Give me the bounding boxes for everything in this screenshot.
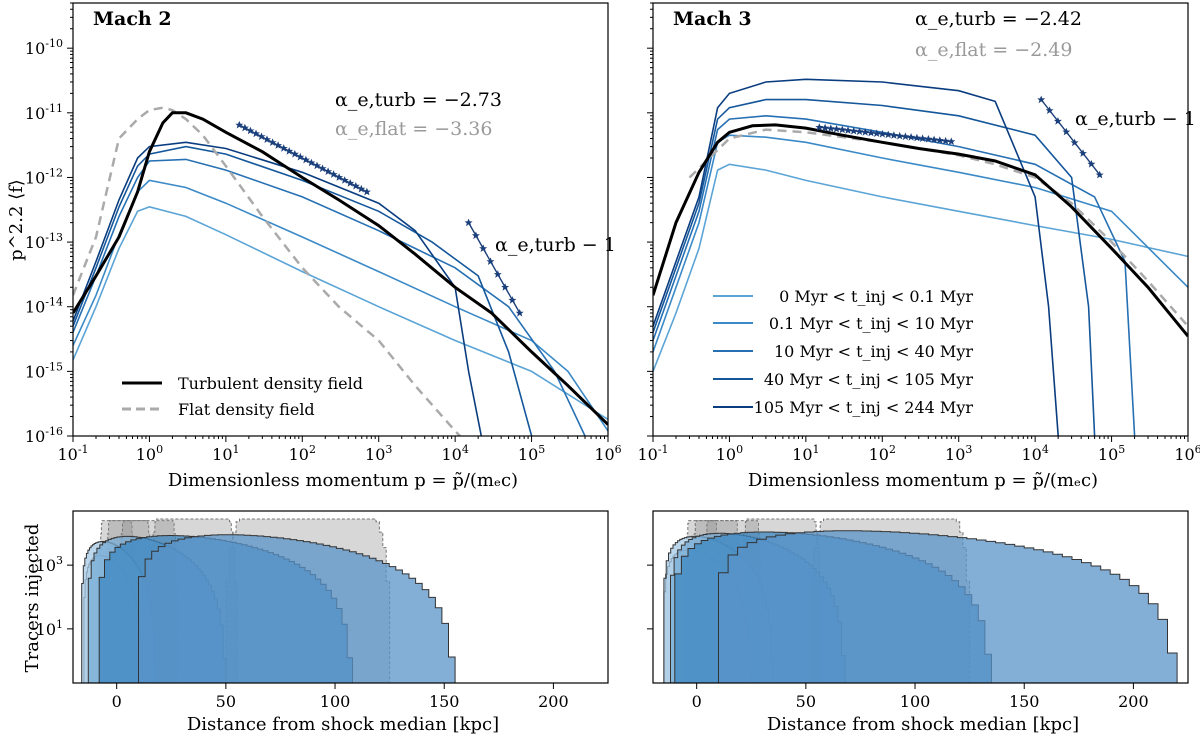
tinj-line-2 [73,179,608,432]
fit-marker [515,309,524,317]
tinj-line-5 [653,78,1059,436]
y-tick-label: 10-13 [25,231,63,252]
x-tick-label: 10-1 [57,443,88,464]
hist-frame-br [652,510,1189,684]
legend-top-left: Turbulent density field Flat density fie… [122,374,363,419]
x-tick-label: 100 [716,443,743,464]
slope-label-mach3: α_e,turb − 1 [1075,108,1196,130]
x-tick-label: 103 [365,443,392,464]
alpha-turb-label-mach2: α_e,turb = −2.73 [335,89,502,111]
x-tick-label: 102 [289,443,316,464]
slope-label-mach2: α_e,turb − 1 [495,234,616,256]
x-tick-label: 105 [518,443,545,464]
tinj-line-3 [73,158,586,436]
panel-title-mach2: Mach 2 [93,8,172,30]
x-tick-label: 50 [796,692,816,711]
x-tick-label: 0 [112,692,122,711]
x-tick-label: 50 [216,692,236,711]
y-tick-label: 101 [36,618,63,639]
y-tick-label: 10-10 [25,37,63,58]
panel-title-mach3: Mach 3 [673,8,752,30]
axes-frame-tr [652,2,1189,437]
y-tick-label: 10-12 [25,166,63,187]
fit-marker [486,257,495,265]
legend-entry-tinj-3: 10 Myr < t_inj < 40 Myr [774,342,973,361]
y-tick-label: 10-15 [25,360,63,381]
x-tick-label: 102 [869,443,896,464]
tinj-line-1 [653,163,1188,372]
x-tick-label: 101 [212,443,239,464]
tinj-line-3 [653,114,1136,436]
x-tick-label: 106 [1174,443,1200,464]
x-tick-label: 200 [1118,692,1149,711]
alpha-flat-label-mach3: α_e,flat = −2.49 [915,39,1072,61]
x-tick-label: 104 [1021,443,1048,464]
x-tick-label: 150 [1009,692,1040,711]
plot-layer: 10-1 100 101 102 103 104 105 10610-1610-1510-14… [25,2,1200,711]
ylabel-bottom: Tracers injected [22,524,43,673]
xlabel-bottom-left: Distance from shock median [kpc] [187,714,499,735]
alpha-turb-label-mach3: α_e,turb = −2.42 [915,8,1082,30]
y-tick-label: 103 [36,554,63,575]
xlabel-top-left: Dimensionless momentum p = p̃/(mₑc) [168,470,518,491]
x-tick-label: 200 [538,692,569,711]
fit-marker [493,270,502,278]
x-tick-label: 100 [900,692,931,711]
xlabel-top-right: Dimensionless momentum p = p̃/(mₑc) [748,470,1098,491]
x-tick-label: 100 [136,443,163,464]
alpha-flat-label-mach2: α_e,flat = −3.36 [335,118,492,140]
x-tick-label: 100 [320,692,351,711]
hist-area-bl [81,518,456,683]
legend-entry-tinj-4: 40 Myr < t_inj < 105 Myr [764,370,974,389]
fit-marker [1037,95,1046,104]
legend-entry-tinj-1: 0 Myr < t_inj < 0.1 Myr [779,287,973,306]
tinj-line-4 [73,145,533,436]
tinj-line-4 [653,98,1096,436]
fit-marker [464,218,473,227]
x-tick-label: 150 [429,692,460,711]
flat-line [73,106,462,436]
legend-entry-turbulent: Turbulent density field [178,374,363,393]
turbulent-line [653,123,1188,338]
hist-frame-bl [72,510,609,684]
fit-marker [508,296,517,304]
tinj-line-1 [73,206,608,421]
x-tick-label: 0 [692,692,702,711]
legend-entry-tinj-5: 105 Myr < t_inj < 244 Myr [754,398,974,417]
axes-frame-tl [72,2,609,437]
legend-entry-flat: Flat density field [178,400,315,419]
y-tick-label: 10-11 [25,102,63,123]
x-tick-label: 101 [792,443,819,464]
xlabel-bottom-right: Distance from shock median [kpc] [767,714,1079,735]
hist-turb-4 [718,530,1178,683]
x-tick-label: 105 [1098,443,1125,464]
ylabel-top: p^2.2 ⟨f⟩ [6,179,27,261]
fit-marker [471,231,480,240]
x-tick-label: 104 [441,443,468,464]
legend-top-right: 0 Myr < t_inj < 0.1 Myr 0.1 Myr < t_inj … [713,287,973,417]
y-tick-label: 10-16 [25,425,63,446]
y-tick-label: 10-14 [25,296,63,317]
x-tick-label: 106 [594,443,621,464]
x-tick-label: 10-1 [637,443,668,464]
legend-entry-tinj-2: 0.1 Myr < t_inj < 10 Myr [769,314,973,333]
hist-turb-4 [138,534,456,683]
fit-marker [501,283,510,291]
plot-area-tl [73,106,608,436]
fit-marker [362,187,371,196]
hist-area-br [663,518,1178,683]
x-tick-label: 103 [945,443,972,464]
turbulent-line [73,111,608,426]
plot-area-tr [653,78,1188,436]
flat-line [688,128,1188,328]
fit-marker [479,244,488,252]
tinj-line-2 [653,134,1188,353]
